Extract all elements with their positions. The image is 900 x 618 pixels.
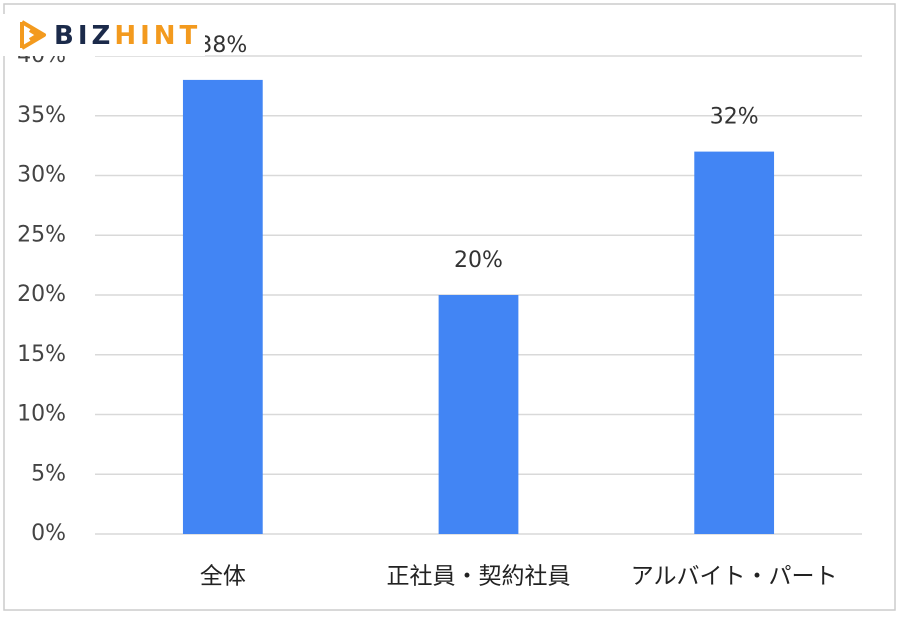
value-label: 20% xyxy=(454,248,503,273)
logo-text-part: HINT xyxy=(114,21,201,51)
y-tick-label: 20% xyxy=(17,282,66,307)
y-tick-label: 30% xyxy=(17,163,66,188)
value-label: 38% xyxy=(198,33,247,58)
logo: BIZHINT xyxy=(0,14,205,56)
bar xyxy=(694,151,775,534)
x-tick-label: 全体 xyxy=(200,564,246,590)
plot-area: 0%5%10%15%20%25%30%35%40%全体38%正社員・契約社員20… xyxy=(17,33,862,590)
bar xyxy=(182,79,263,535)
x-tick-label: アルバイト・パート xyxy=(631,564,838,590)
y-tick-label: 35% xyxy=(17,103,66,128)
bar xyxy=(438,295,519,534)
logo-text-part: BIZ xyxy=(54,21,114,51)
logo-background xyxy=(0,14,205,56)
logo-text: BIZHINT xyxy=(54,21,201,51)
y-tick-label: 15% xyxy=(17,342,66,367)
y-tick-label: 25% xyxy=(17,222,66,247)
logo-icon xyxy=(20,20,46,50)
y-tick-label: 0% xyxy=(31,521,66,546)
x-tick-label: 正社員・契約社員 xyxy=(387,564,571,590)
y-tick-label: 5% xyxy=(31,461,66,486)
value-label: 32% xyxy=(710,105,759,130)
y-tick-label: 10% xyxy=(17,402,66,427)
